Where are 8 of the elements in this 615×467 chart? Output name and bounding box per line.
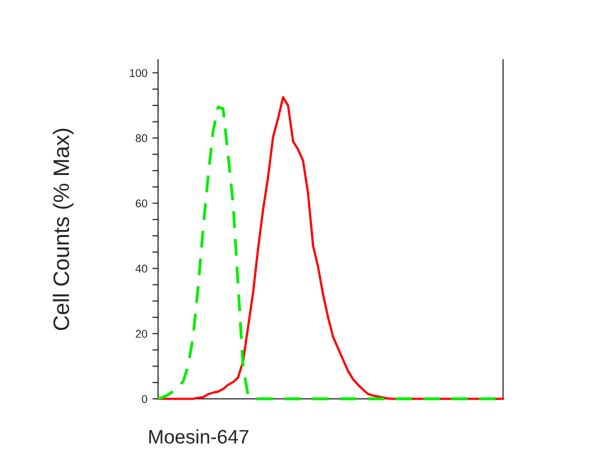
y-tick-label: 40 xyxy=(136,264,148,273)
y-tick-label: 60 xyxy=(136,199,148,208)
y-tick-label: 100 xyxy=(130,69,148,77)
y-tick-label: 80 xyxy=(136,134,148,142)
x-axis-title: Moesin-647 xyxy=(149,429,248,444)
y-axis-title: Cell Counts (% Max) xyxy=(52,128,74,330)
y-tick-label: 0 xyxy=(142,395,148,403)
y-tick-label: 20 xyxy=(136,330,148,338)
